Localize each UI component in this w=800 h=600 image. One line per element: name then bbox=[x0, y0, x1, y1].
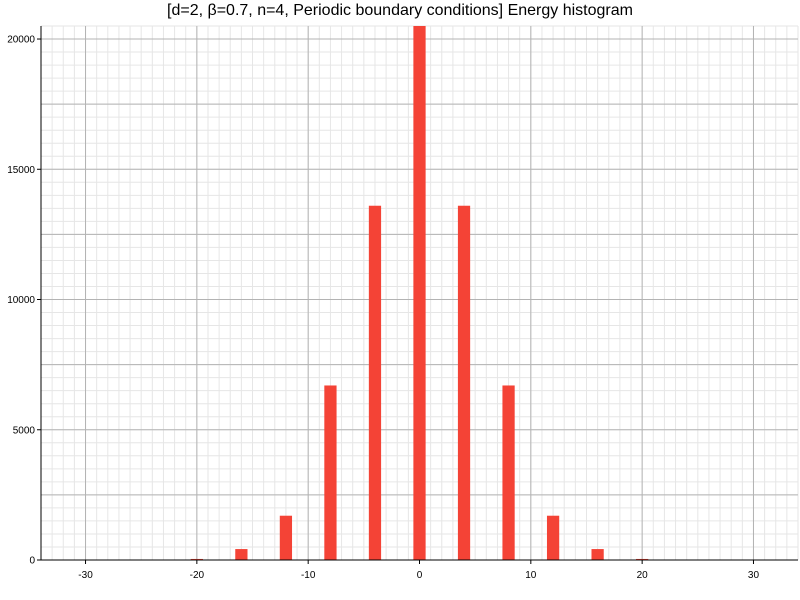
x-tick-label: 10 bbox=[525, 570, 537, 581]
histogram-bar bbox=[190, 558, 203, 560]
y-tick-label: 5000 bbox=[13, 425, 36, 436]
histogram-bar bbox=[591, 549, 604, 560]
histogram-bar bbox=[324, 385, 337, 560]
y-tick-label: 0 bbox=[29, 556, 35, 567]
bar-series bbox=[190, 26, 649, 561]
histogram-bar bbox=[546, 515, 560, 560]
histogram-bar bbox=[457, 205, 471, 561]
x-tick-label: -10 bbox=[301, 570, 316, 581]
x-axis-ticks: -30 -20 -10 0 10 20 30 bbox=[78, 560, 759, 581]
x-tick-label: 30 bbox=[748, 570, 760, 581]
x-tick-label: -20 bbox=[190, 570, 205, 581]
y-tick-label: 20000 bbox=[7, 35, 35, 46]
x-tick-label: 20 bbox=[637, 570, 649, 581]
histogram-bar bbox=[636, 558, 649, 560]
y-tick-label: 10000 bbox=[7, 295, 35, 306]
histogram-bar bbox=[235, 549, 248, 560]
histogram-bar bbox=[368, 205, 382, 561]
x-tick-label: 0 bbox=[417, 570, 423, 581]
y-axis-ticks: 0 5000 10000 15000 20000 bbox=[7, 35, 41, 567]
x-tick-label: -30 bbox=[78, 570, 93, 581]
histogram-bar bbox=[279, 515, 293, 560]
histogram-bar bbox=[502, 385, 515, 560]
chart-title: [d=2, β=0.7, n=4, Periodic boundary cond… bbox=[167, 2, 633, 19]
y-tick-label: 15000 bbox=[7, 165, 35, 176]
histogram-bar bbox=[413, 26, 426, 560]
